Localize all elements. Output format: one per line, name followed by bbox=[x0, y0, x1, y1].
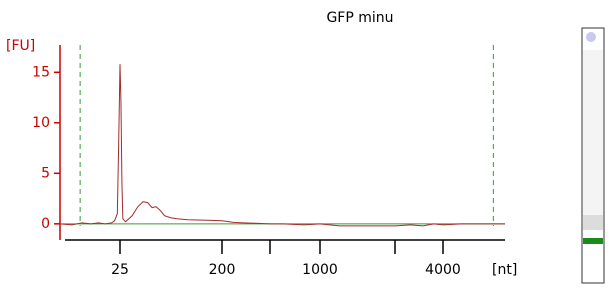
chart: GFP minu [FU] [nt] 0 5 10 15 25 200 1000 4000 bbox=[0, 0, 609, 303]
y-tick-label: 0 bbox=[41, 216, 50, 232]
chart-title: GFP minu bbox=[326, 10, 393, 26]
y-axis-label: [FU] bbox=[6, 38, 35, 54]
x-tick-label: 200 bbox=[209, 262, 236, 278]
x-tick-label: 1000 bbox=[302, 262, 338, 278]
gel-lane bbox=[582, 28, 604, 283]
x-tick-label: 4000 bbox=[425, 262, 461, 278]
y-tick-label: 10 bbox=[32, 115, 50, 131]
x-tick-label: 25 bbox=[111, 262, 129, 278]
y-tick-label: 15 bbox=[32, 64, 50, 80]
trace-line bbox=[60, 64, 505, 226]
x-axis-label: [nt] bbox=[492, 262, 517, 278]
y-tick-label: 5 bbox=[41, 165, 50, 181]
